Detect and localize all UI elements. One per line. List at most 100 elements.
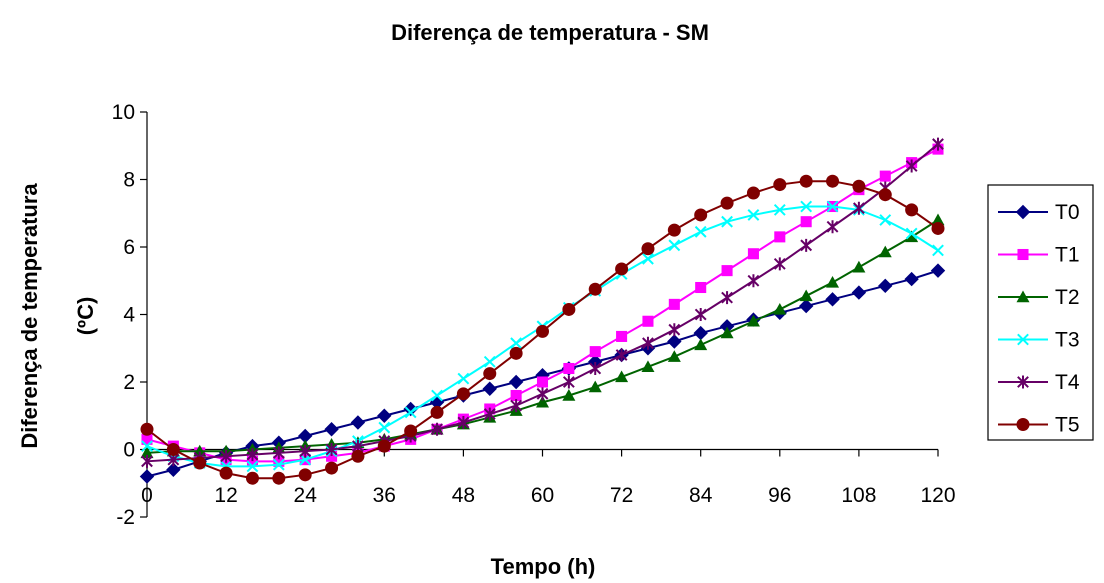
data-point-t3	[668, 239, 681, 252]
data-point-t4	[457, 416, 470, 429]
data-point-t0	[324, 422, 339, 437]
data-point-t5	[720, 196, 734, 210]
data-point-t3	[879, 214, 892, 226]
data-point-t1	[774, 231, 786, 243]
data-point-t2	[615, 370, 629, 383]
y-tick-label: 0	[123, 439, 135, 462]
data-point-t4	[905, 159, 918, 173]
data-point-t4	[562, 375, 575, 389]
data-point-t4	[510, 399, 523, 413]
data-point-t3	[272, 458, 285, 471]
data-point-t1	[721, 265, 733, 277]
data-point-t3	[246, 460, 259, 473]
legend-item-t5: T5	[998, 414, 1080, 437]
data-point-t5	[562, 302, 576, 316]
legend-item-t0: T0	[998, 201, 1080, 224]
data-point-t4	[852, 201, 865, 215]
legend-item-t3: T3	[998, 329, 1080, 352]
legend-label: T1	[1055, 244, 1080, 267]
data-point-t1	[800, 216, 812, 228]
data-point-t1	[879, 170, 891, 182]
chart-title: Diferença de temperatura - SM	[391, 20, 709, 45]
series-t5	[140, 174, 945, 485]
data-point-t4	[483, 407, 496, 421]
data-point-t4	[325, 443, 338, 456]
data-point-t4	[694, 308, 707, 321]
data-point-t2	[852, 260, 866, 273]
plot-area	[139, 137, 946, 485]
x-tick-label: 120	[920, 484, 955, 507]
data-point-t3	[510, 337, 523, 350]
data-point-t4	[299, 444, 312, 458]
data-point-t4	[721, 291, 733, 305]
data-point-t5	[351, 449, 365, 463]
x-tick-label: 108	[841, 484, 876, 507]
data-point-t2	[746, 314, 760, 327]
data-point-t5	[931, 221, 945, 235]
data-point-t5	[456, 387, 470, 401]
data-point-t1	[616, 330, 628, 342]
data-point-t4	[536, 387, 549, 401]
data-point-t4	[826, 220, 839, 234]
legend-label: T5	[1055, 414, 1080, 437]
data-point-t4	[272, 446, 285, 460]
data-point-t5	[377, 439, 391, 453]
data-point-t3	[483, 355, 496, 368]
y-tick-label: 4	[123, 304, 135, 327]
data-point-t5	[773, 178, 787, 192]
series-t1	[141, 143, 944, 467]
data-point-t5	[588, 282, 602, 296]
data-point-t5	[615, 262, 629, 276]
data-point-t5	[325, 461, 339, 475]
data-point-t5	[905, 203, 919, 217]
data-point-t2	[588, 380, 602, 393]
data-point-t3	[905, 227, 918, 240]
data-point-t5	[641, 242, 655, 256]
data-point-t1	[668, 298, 680, 310]
data-point-t4	[773, 257, 786, 271]
data-point-t2	[562, 389, 576, 401]
legend-label: T2	[1055, 286, 1080, 309]
legend-swatch-marker	[1015, 204, 1031, 220]
data-point-t2	[694, 338, 708, 351]
data-point-t3	[721, 215, 733, 228]
data-point-t0	[139, 469, 155, 484]
legend-item-t1: T1	[998, 244, 1080, 267]
data-point-t3	[404, 406, 417, 419]
y-tick-label: 2	[123, 371, 135, 394]
data-point-t5	[166, 443, 180, 456]
data-point-t2	[878, 245, 892, 258]
legend-swatch-marker	[1017, 248, 1029, 261]
legend-box	[987, 184, 1094, 441]
legend: T0 T1 T2 T3 T4 T5	[998, 201, 1080, 437]
data-point-t5	[272, 471, 286, 485]
data-point-t1	[747, 248, 759, 260]
data-point-t2	[536, 395, 549, 408]
data-point-t2	[667, 350, 681, 362]
data-point-t4	[141, 454, 153, 468]
data-point-t0	[667, 334, 682, 349]
data-point-t3	[773, 203, 786, 216]
data-point-t4	[589, 362, 602, 375]
data-point-t1	[326, 450, 338, 462]
x-tick-label: 24	[294, 484, 318, 507]
series-t4	[141, 137, 944, 468]
data-point-t5	[852, 179, 866, 193]
data-point-t3	[694, 225, 707, 238]
data-point-t2	[140, 446, 154, 459]
x-tick-label: 60	[531, 484, 554, 507]
data-point-t0	[482, 381, 497, 396]
data-point-t3	[299, 453, 312, 466]
data-point-t2	[826, 275, 840, 288]
legend-swatch-marker	[1016, 418, 1030, 431]
y-axis-title-line-1: Diferença de temperatura	[17, 183, 42, 449]
data-point-t5	[799, 174, 813, 188]
data-point-t1	[273, 455, 285, 467]
data-point-t3	[457, 372, 470, 385]
data-point-t3	[800, 200, 813, 213]
data-point-t3	[141, 440, 153, 453]
data-point-t1	[246, 455, 258, 467]
data-point-t2	[799, 289, 813, 302]
y-axis-title: Diferença de temperatura (ºC)	[17, 183, 98, 449]
